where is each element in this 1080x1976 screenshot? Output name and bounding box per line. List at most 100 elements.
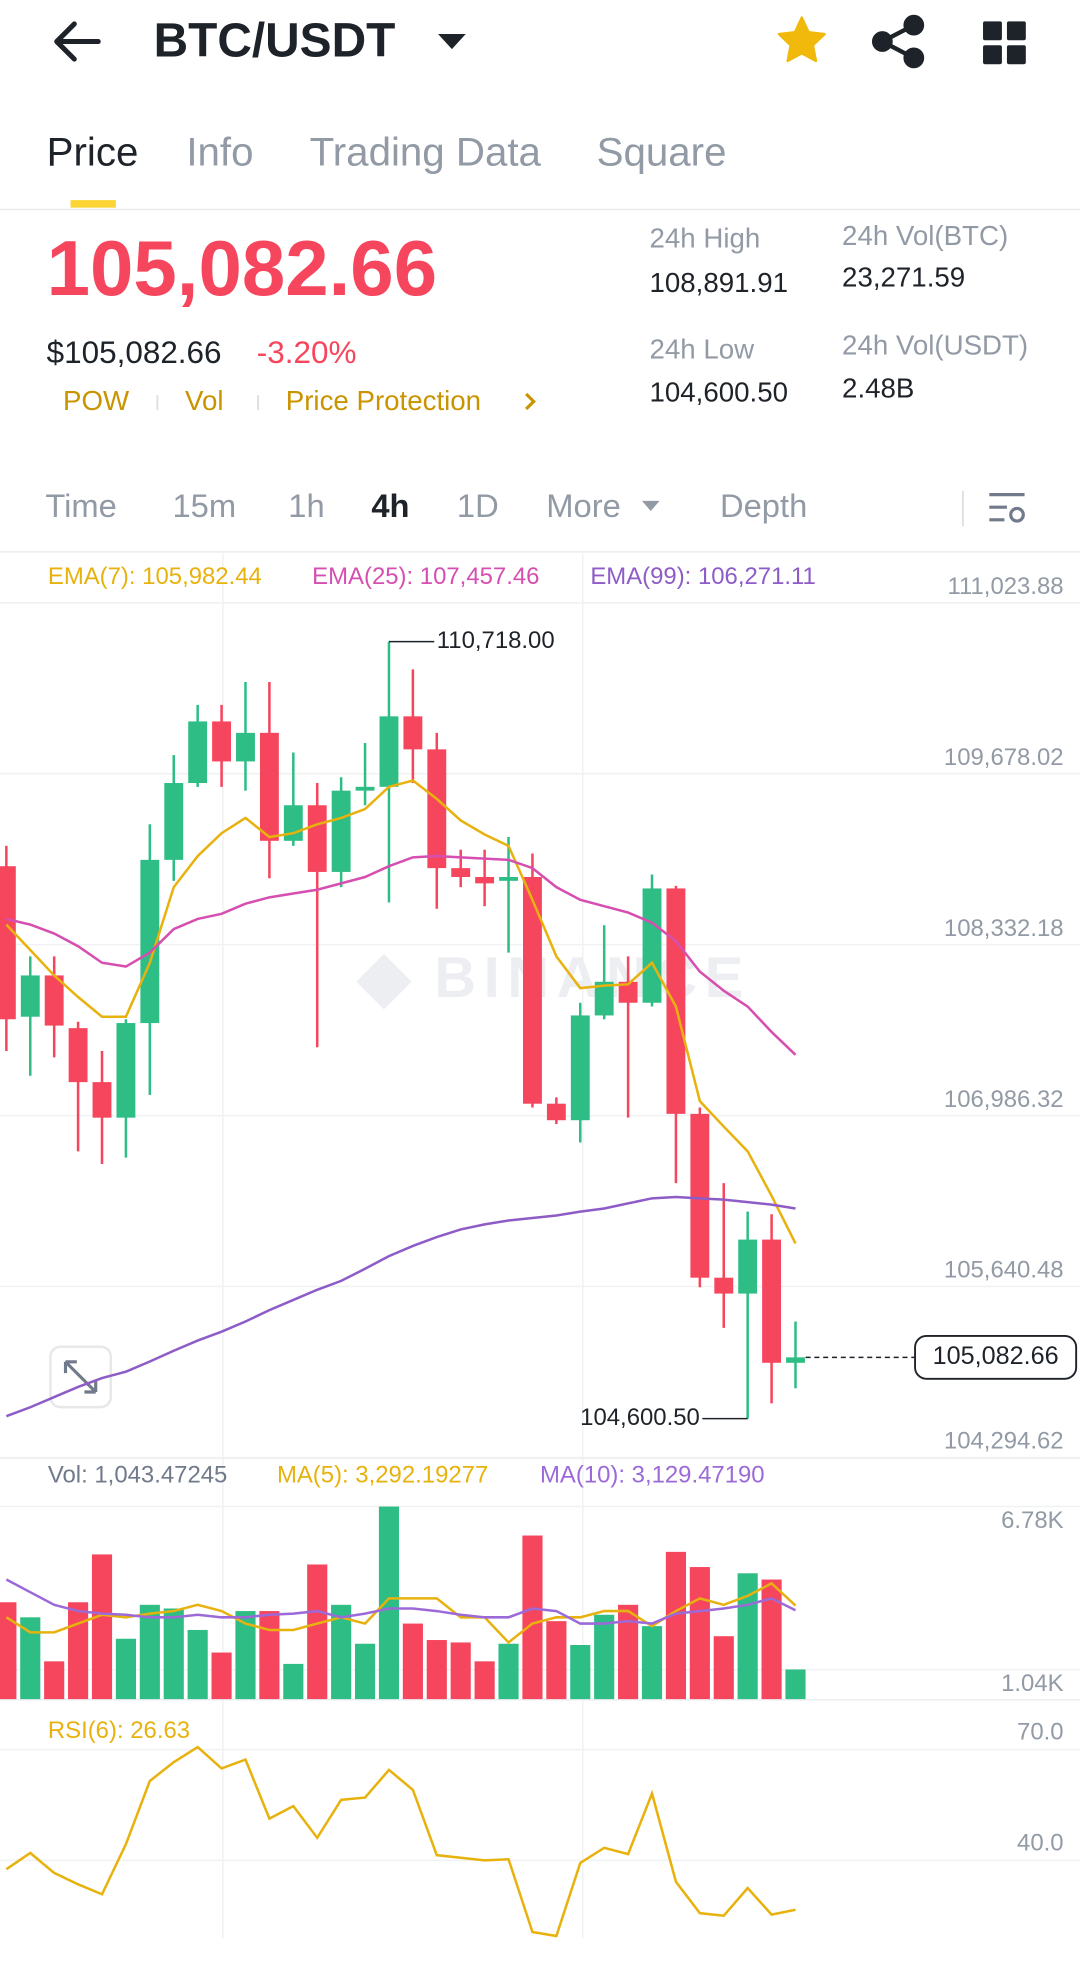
candle-body	[92, 1082, 112, 1118]
candle-body	[116, 1023, 136, 1118]
volume-bar	[641, 1626, 663, 1700]
chart-settings[interactable]	[989, 493, 1025, 523]
tag[interactable]: Price Protection	[286, 385, 481, 416]
price-change: -3.20%	[257, 335, 357, 370]
candle-body	[786, 1357, 805, 1363]
candle-body	[642, 888, 662, 1003]
candle-body	[499, 877, 518, 881]
y-tick-label: 105,640.48	[944, 1257, 1064, 1284]
ema-line	[6, 854, 797, 1056]
stat-value: 104,600.50	[649, 376, 788, 407]
candle-body	[0, 866, 16, 1020]
last-price-tag	[914, 1335, 1078, 1380]
legend-entry: EMA(99): 106,271.11	[590, 563, 815, 590]
volume-bar	[235, 1611, 256, 1700]
volume-bar	[618, 1604, 639, 1700]
candle-body	[570, 1015, 590, 1121]
candle-body	[259, 732, 279, 841]
candle-body	[355, 786, 375, 791]
candle-body	[451, 868, 471, 878]
pair-title[interactable]: BTC/USDT	[154, 15, 396, 68]
interval[interactable]: Time	[45, 487, 117, 524]
interval[interactable]: 1h	[288, 487, 324, 524]
candle-body	[236, 732, 255, 762]
rsi-line	[5, 1745, 796, 1938]
candle-body	[307, 805, 327, 872]
y-tick-label: 111,023.88	[947, 573, 1063, 600]
tag[interactable]: POW	[63, 385, 130, 416]
volume-bar	[139, 1604, 160, 1700]
y-tick-label: 6.78K	[1001, 1507, 1064, 1534]
more-caret[interactable]	[641, 500, 660, 511]
volume-bar	[20, 1617, 41, 1700]
y-tick-label: 106,986.32	[944, 1086, 1064, 1113]
candle-body	[475, 877, 495, 884]
candle-body	[762, 1239, 782, 1363]
candle-body	[140, 859, 160, 1024]
grid-menu[interactable]	[983, 21, 1026, 65]
legend-entry: Vol: 1,043.47245	[48, 1462, 227, 1489]
volume-bar	[785, 1669, 806, 1700]
volume-bar	[450, 1642, 471, 1700]
volume-bar	[546, 1621, 567, 1700]
volume-bar	[570, 1645, 591, 1700]
candle-body	[690, 1113, 710, 1278]
legend-entry: MA(5): 3,292.19277	[277, 1462, 488, 1489]
interval[interactable]: Depth	[720, 487, 807, 524]
volume-bar	[498, 1643, 519, 1700]
volume-bar	[665, 1551, 686, 1700]
candle-body	[331, 790, 351, 872]
candle-body	[44, 975, 64, 1026]
interval[interactable]: 1D	[457, 487, 499, 524]
interval[interactable]: More	[546, 487, 621, 524]
volume-bar	[689, 1567, 710, 1700]
stat-label: 24h Low	[649, 333, 755, 364]
legend-entry: RSI(6): 26.63	[48, 1717, 190, 1744]
stat-value: 108,891.91	[649, 267, 788, 298]
favorite-star[interactable]	[777, 16, 826, 63]
volume-bar	[402, 1623, 423, 1700]
tags: POW Vol Price Protection	[63, 385, 536, 416]
candle-body	[68, 1028, 88, 1083]
ma-line	[5, 1578, 797, 1625]
legend-entry: MA(10): 3,129.47190	[540, 1462, 765, 1489]
tab[interactable]: Square	[597, 129, 727, 174]
last-price: 105,082.66	[47, 224, 437, 312]
ema-line	[5, 1195, 796, 1418]
tab[interactable]: Info	[186, 129, 253, 174]
stat-label: 24h Vol(USDT)	[842, 330, 1028, 361]
volume-bar	[259, 1611, 280, 1700]
candle-body	[618, 981, 638, 1003]
volume-bar	[0, 1602, 17, 1700]
interval[interactable]: 4h	[371, 487, 409, 524]
watermark-logo	[356, 954, 412, 1010]
high-label: 110,718.00	[437, 627, 555, 654]
tab[interactable]: Trading Data	[310, 129, 542, 174]
pair-dropdown[interactable]	[438, 33, 466, 50]
volume-bar	[307, 1564, 328, 1700]
y-tick-label: 70.0	[1017, 1719, 1064, 1746]
volume-bar	[378, 1506, 400, 1700]
share-button[interactable]	[871, 14, 925, 69]
candle-body	[212, 721, 232, 762]
y-tick-label: 1.04K	[1001, 1670, 1064, 1697]
candle-body	[188, 721, 208, 784]
stat-label: 24h High	[649, 223, 760, 254]
interval[interactable]: 15m	[172, 487, 236, 524]
stats: 24h High 108,891.91 24h Vol(BTC) 23,271.59 2…	[649, 220, 1028, 407]
back-button[interactable]	[54, 21, 101, 62]
watermark: BINANCE	[434, 946, 751, 1010]
tab[interactable]: Price	[47, 129, 139, 174]
tag[interactable]: Vol	[185, 385, 223, 416]
candle-body	[666, 888, 686, 1114]
volume-bar	[331, 1604, 352, 1700]
plot: 111,023.88 109,678.02 108,332.18 106,986.32…	[0, 563, 1080, 1938]
ema-line	[5, 779, 797, 1244]
y-tick-label: 109,678.02	[944, 744, 1064, 771]
candle-body	[164, 783, 184, 860]
low-label: 104,600.50	[580, 1404, 700, 1431]
volume-bar	[283, 1663, 304, 1700]
volume-bar	[354, 1643, 376, 1700]
last-price-label: 105,082.66	[933, 1342, 1059, 1370]
y-tick-label: 40.0	[1017, 1829, 1064, 1856]
